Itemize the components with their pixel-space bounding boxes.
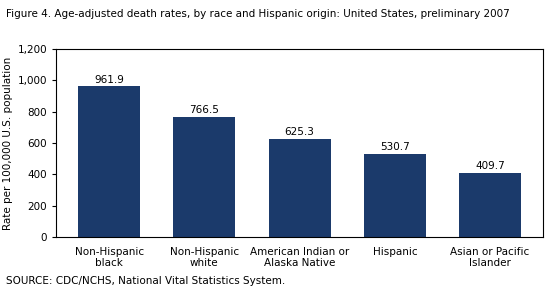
Bar	[269, 139, 330, 237]
Bar	[459, 173, 521, 237]
Y-axis label: Rate per 100,000 U.S. population: Rate per 100,000 U.S. population	[3, 56, 13, 230]
Text: 766.5: 766.5	[189, 105, 220, 115]
Text: 625.3: 625.3	[284, 127, 315, 137]
Text: 961.9: 961.9	[94, 75, 124, 84]
Text: Figure 4. Age-adjusted death rates, by race and Hispanic origin: United States, : Figure 4. Age-adjusted death rates, by r…	[6, 9, 510, 19]
Text: 530.7: 530.7	[380, 142, 410, 152]
Text: 409.7: 409.7	[475, 161, 505, 171]
Bar	[78, 86, 140, 237]
Text: SOURCE: CDC/NCHS, National Vital Statistics System.: SOURCE: CDC/NCHS, National Vital Statist…	[6, 276, 285, 286]
Bar	[174, 117, 235, 237]
Bar	[364, 154, 426, 237]
